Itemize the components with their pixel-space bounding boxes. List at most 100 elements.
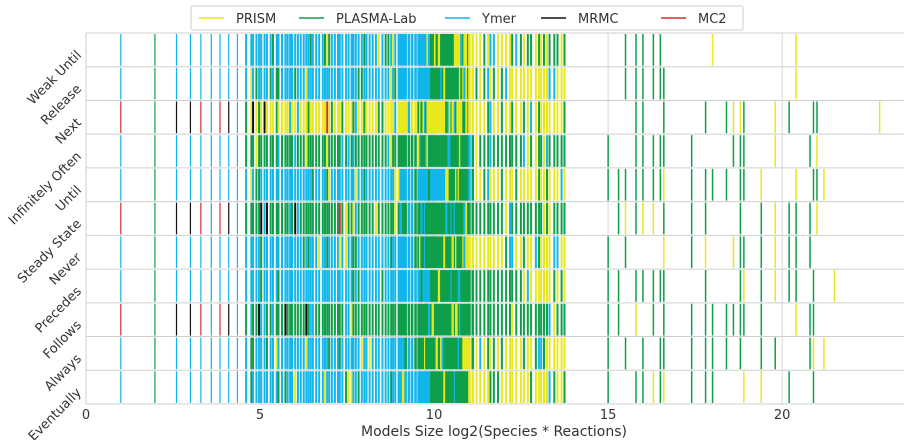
event-stripe xyxy=(463,67,466,100)
event-stripe xyxy=(440,67,443,100)
event-stripe xyxy=(404,34,407,66)
event-stripe xyxy=(812,270,815,302)
event-stripe xyxy=(271,67,274,100)
event-stripe xyxy=(454,303,458,336)
event-stripe xyxy=(465,202,468,235)
event-stripe xyxy=(542,168,545,201)
event-stripe xyxy=(560,371,563,403)
event-stripe xyxy=(560,101,563,134)
event-stripe xyxy=(260,67,263,100)
event-stripe xyxy=(443,168,446,201)
event-stripe xyxy=(530,34,533,66)
event-stripe xyxy=(774,135,776,167)
event-stripe xyxy=(284,236,287,269)
event-stripe xyxy=(228,371,230,403)
event-stripe xyxy=(704,202,707,235)
event-stripe xyxy=(556,303,559,336)
event-stripe xyxy=(526,236,529,269)
event-stripe xyxy=(323,202,326,235)
event-stripe xyxy=(441,34,445,66)
event-stripe xyxy=(338,337,341,370)
event-stripe xyxy=(315,135,318,167)
event-stripe xyxy=(500,67,503,100)
event-stripe xyxy=(245,101,248,134)
event-stripe xyxy=(350,303,353,336)
event-stripe xyxy=(426,303,430,336)
event-stripe xyxy=(663,135,665,167)
event-stripe xyxy=(374,202,377,235)
event-stripe xyxy=(652,202,655,235)
event-stripe xyxy=(337,34,340,66)
event-stripe xyxy=(345,202,348,235)
event-stripe xyxy=(394,168,397,201)
event-stripe xyxy=(475,371,478,403)
event-stripe xyxy=(352,202,355,235)
event-stripe xyxy=(328,135,331,167)
event-stripe xyxy=(407,135,411,167)
event-stripe xyxy=(463,270,466,302)
event-stripe xyxy=(392,270,395,302)
event-stripe xyxy=(465,67,468,100)
event-stripe xyxy=(277,270,280,302)
event-stripe xyxy=(345,337,348,370)
event-stripe xyxy=(363,101,366,134)
event-stripe xyxy=(309,34,312,66)
event-stripe xyxy=(265,168,268,201)
event-stripe xyxy=(426,101,430,134)
event-stripe xyxy=(560,303,563,336)
event-stripe xyxy=(286,236,289,269)
event-stripe xyxy=(526,371,529,403)
event-stripe xyxy=(445,236,448,269)
event-stripe xyxy=(809,303,811,336)
event-stripe xyxy=(548,101,551,134)
event-stripe xyxy=(263,34,266,66)
event-stripe xyxy=(305,202,308,235)
event-stripe xyxy=(296,337,299,370)
event-stripe xyxy=(337,202,340,235)
event-stripe xyxy=(448,337,452,370)
event-stripe xyxy=(333,34,336,66)
event-stripe xyxy=(433,371,437,403)
event-stripe xyxy=(290,168,293,201)
event-stripe xyxy=(483,371,486,403)
event-stripe xyxy=(534,67,537,100)
event-stripe xyxy=(534,101,537,134)
event-stripe xyxy=(120,236,122,269)
row-infinitely-often xyxy=(120,135,818,167)
event-stripe xyxy=(357,202,360,235)
event-stripe xyxy=(390,303,393,336)
event-stripe xyxy=(652,303,655,336)
event-stripe xyxy=(509,303,512,336)
event-stripe xyxy=(448,67,452,100)
event-stripe xyxy=(519,236,522,269)
event-stripe xyxy=(433,67,437,100)
event-stripe xyxy=(556,270,559,302)
event-stripe xyxy=(607,303,609,336)
event-stripe xyxy=(451,168,455,201)
event-stripe xyxy=(269,67,272,100)
event-stripe xyxy=(471,270,475,302)
event-stripe xyxy=(281,101,284,134)
event-stripe xyxy=(275,34,278,66)
event-stripe xyxy=(419,202,422,235)
event-stripe xyxy=(410,135,414,167)
event-stripe xyxy=(394,236,397,269)
event-stripe xyxy=(500,303,503,336)
event-stripe xyxy=(357,168,360,201)
event-stripe xyxy=(365,101,368,134)
event-stripe xyxy=(440,303,443,336)
event-stripe xyxy=(236,270,239,302)
event-stripe xyxy=(330,337,333,370)
event-stripe xyxy=(809,202,811,235)
event-stripe xyxy=(624,168,627,201)
event-stripe xyxy=(563,236,566,269)
event-stripe xyxy=(458,270,462,302)
event-stripe xyxy=(360,303,363,336)
event-stripe xyxy=(200,202,202,235)
event-stripe xyxy=(350,270,353,302)
event-stripe xyxy=(483,303,486,336)
event-stripe xyxy=(371,337,374,370)
event-stripe xyxy=(302,135,305,167)
event-stripe xyxy=(407,202,411,235)
event-stripe xyxy=(441,270,445,302)
